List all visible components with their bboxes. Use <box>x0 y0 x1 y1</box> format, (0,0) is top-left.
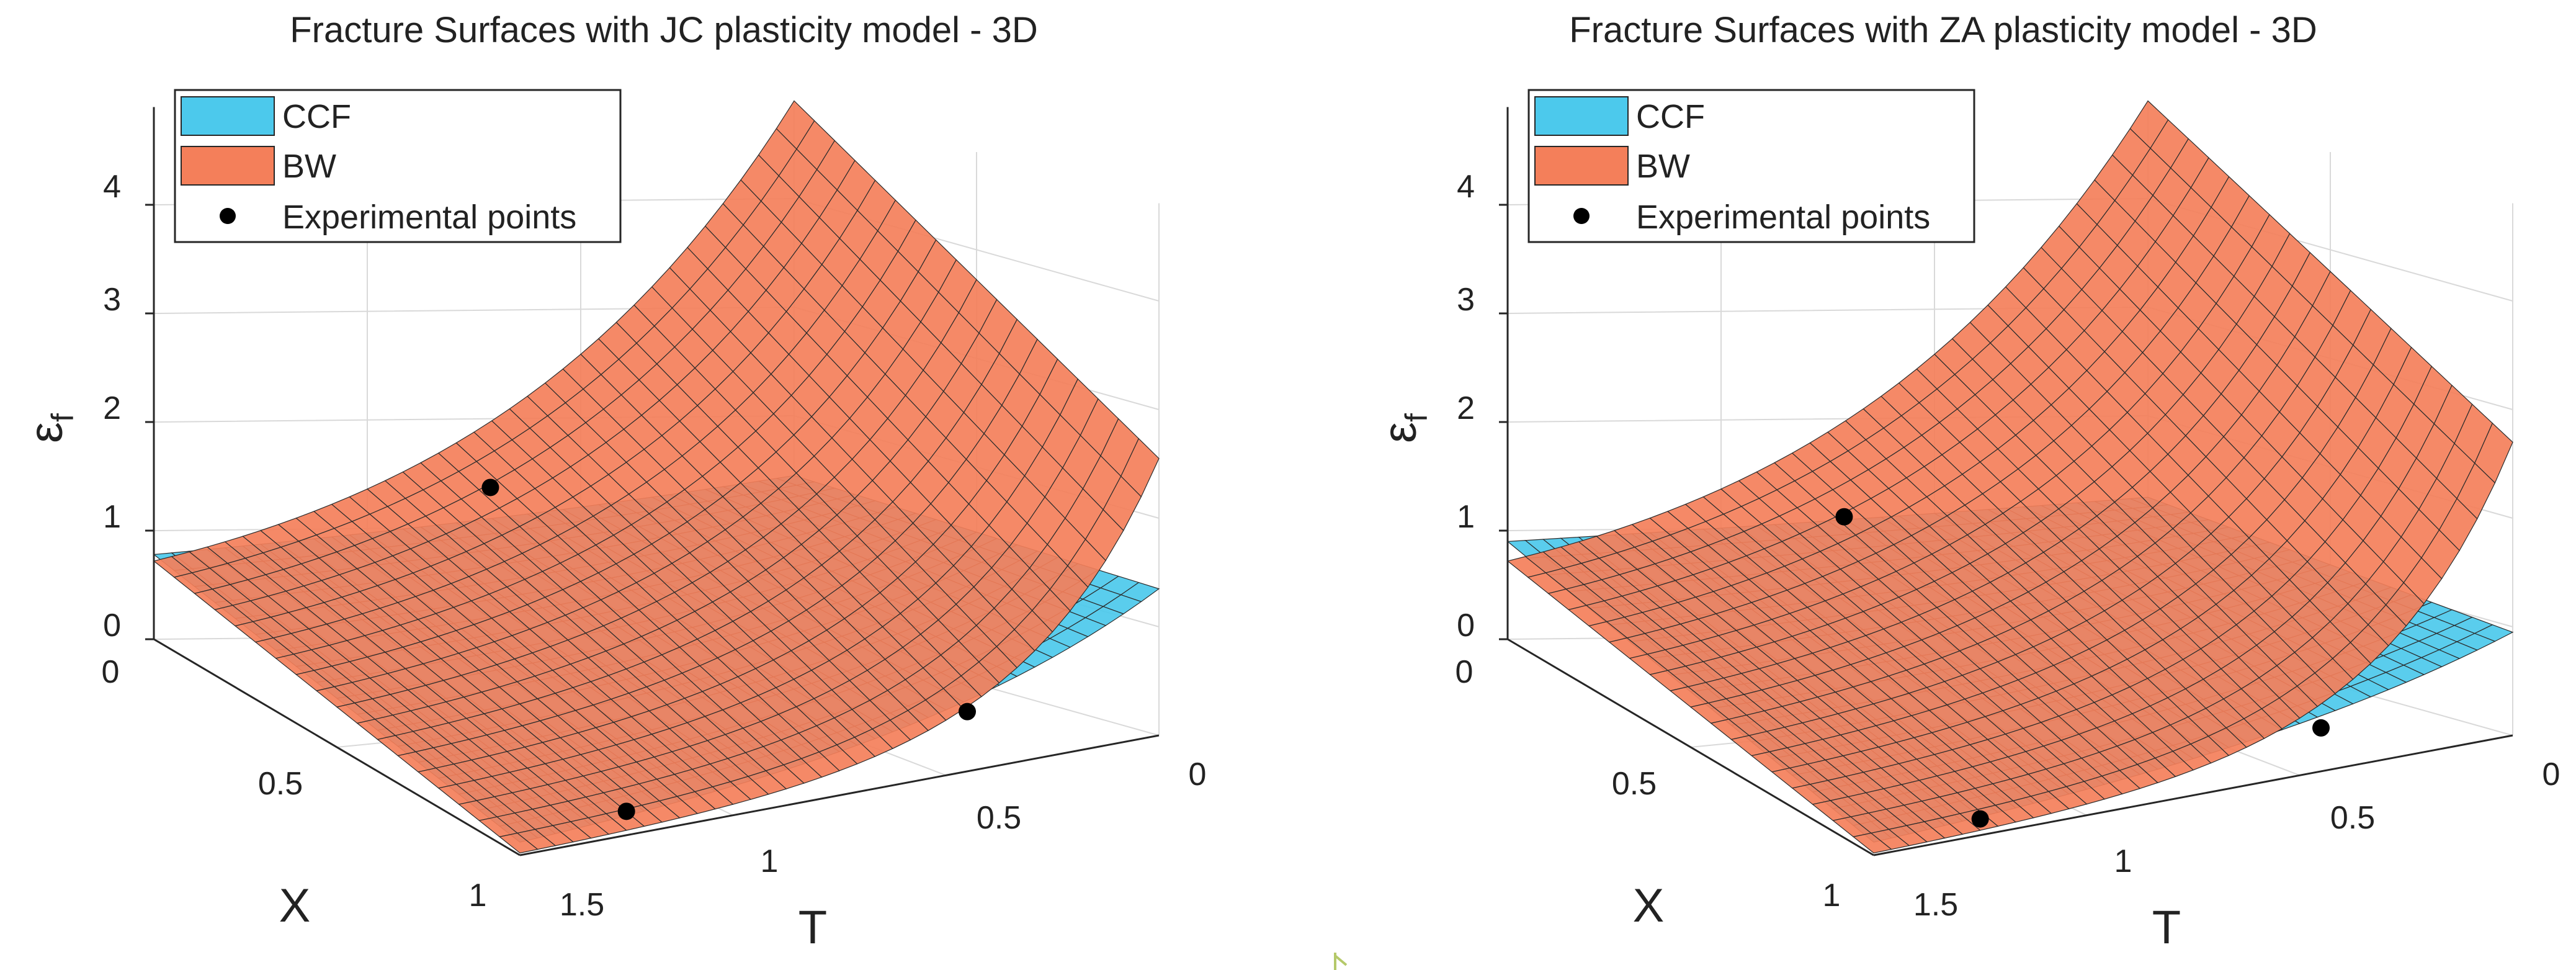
surface-patch <box>498 832 539 854</box>
z-tick-label: 0 <box>103 608 121 644</box>
legend-swatch-ccf <box>1534 96 1629 136</box>
z-tick-label: 1 <box>103 499 121 535</box>
z-tick-label: 3 <box>1457 282 1475 318</box>
experimental-points <box>481 478 976 820</box>
t-tick-label: 1.5 <box>560 887 604 923</box>
experimental-point <box>1835 508 1853 526</box>
x-axis-line <box>153 638 521 856</box>
surface-patch <box>1852 832 1892 854</box>
x-tick-label: 1 <box>469 878 487 914</box>
legend-swatch-ccf <box>181 96 275 136</box>
t-tick-label: 1 <box>761 843 779 879</box>
legend-label-bw: BW <box>1636 148 1690 185</box>
x-axis-label: X <box>279 879 311 932</box>
z-axis-label: εf <box>1374 413 1434 443</box>
legend-label-ccf: CCF <box>282 98 351 135</box>
t-tick-label: 0.5 <box>977 800 1021 836</box>
z-axis-label-sub: f <box>45 413 80 422</box>
z-tick-label: 2 <box>1457 390 1475 426</box>
x-tick-label: 1 <box>1823 878 1841 914</box>
x-axis-line <box>1507 638 1874 856</box>
axes <box>1499 107 2513 856</box>
z-tick-label: 2 <box>103 390 121 426</box>
legend-swatch-bw <box>181 146 275 186</box>
arrow-cursor-icon <box>1334 953 1348 970</box>
experimental-point <box>481 478 499 496</box>
tick-labels: 0 1 2 3 4 0 0.5 1 0 0.5 1 1.5 <box>1456 169 2560 923</box>
z-tick-label: 3 <box>103 282 121 318</box>
legend-marker-points <box>220 208 236 224</box>
bw-surface <box>1506 100 2513 854</box>
t-axis-label: T <box>2152 901 2181 954</box>
axes <box>145 107 1160 856</box>
experimental-point <box>959 703 976 721</box>
t-tick-label: 0.5 <box>2330 800 2375 836</box>
experimental-points <box>1835 508 2330 828</box>
experimental-point <box>617 802 635 820</box>
t-axis-line <box>1873 734 2513 856</box>
bw-surface <box>153 100 1160 854</box>
legend-label-points: Experimental points <box>282 199 576 236</box>
jc-plot-panel: Fracture Surfaces with JC plasticity mod… <box>20 10 1206 954</box>
chart-title: Fracture Surfaces with ZA plasticity mod… <box>1569 10 2317 50</box>
z-tick-label: 0 <box>1457 608 1475 644</box>
chart-title: Fracture Surfaces with JC plasticity mod… <box>290 10 1037 50</box>
z-axis-label: εf <box>20 413 80 443</box>
z-axis-label-main: ε <box>1374 422 1426 443</box>
t-axis-label: T <box>798 901 827 954</box>
x-axis-label: X <box>1633 879 1665 932</box>
x-tick-label: 0 <box>1456 654 1474 690</box>
experimental-point <box>2312 719 2330 737</box>
z-tick-label: 4 <box>1457 169 1475 205</box>
t-tick-label: 1 <box>2114 843 2132 879</box>
legend-label-bw: BW <box>282 148 336 185</box>
legend: CCF BW Experimental points <box>1527 89 1975 243</box>
legend-label-ccf: CCF <box>1636 98 1705 135</box>
legend-marker-points <box>1573 208 1590 224</box>
z-tick-label: 1 <box>1457 499 1475 535</box>
z-tick-label: 4 <box>103 169 121 205</box>
t-tick-label: 0 <box>1189 757 1207 793</box>
za-plot-panel: Fracture Surfaces with ZA plasticity mod… <box>1374 10 2560 954</box>
t-axis-line <box>519 734 1160 856</box>
tick-labels: 0 1 2 3 4 0 0.5 1 0 0.5 1 1.5 <box>102 169 1207 923</box>
z-axis-label-sub: f <box>1399 413 1434 422</box>
legend-swatch-bw <box>1534 146 1629 186</box>
x-tick-label: 0.5 <box>1612 766 1657 802</box>
x-tick-label: 0.5 <box>258 766 303 802</box>
z-axis-label-main: ε <box>20 422 73 443</box>
t-tick-label: 1.5 <box>1913 887 1958 923</box>
experimental-point <box>1971 810 1989 828</box>
legend: CCF BW Experimental points <box>174 89 622 243</box>
x-tick-label: 0 <box>102 654 120 690</box>
t-tick-label: 0 <box>2542 757 2560 793</box>
legend-label-points: Experimental points <box>1636 199 1930 236</box>
